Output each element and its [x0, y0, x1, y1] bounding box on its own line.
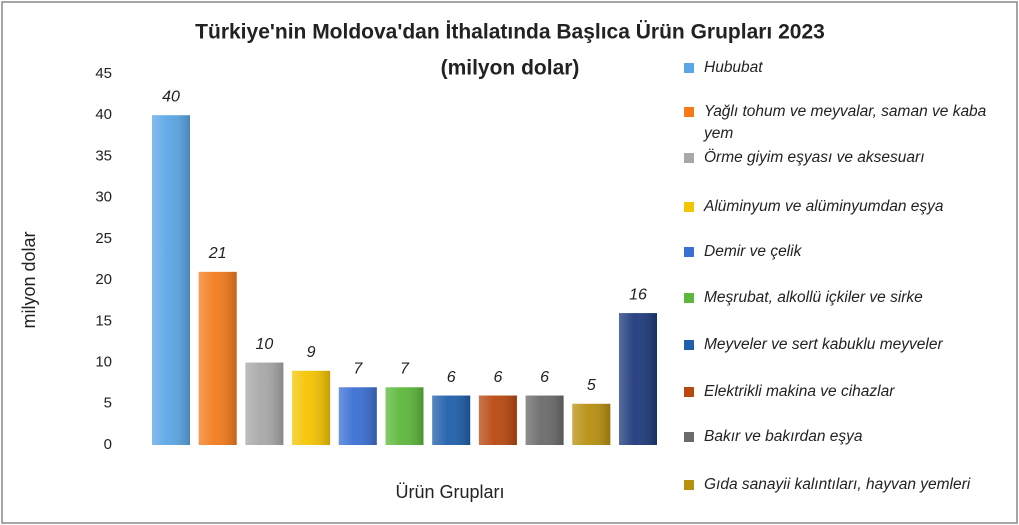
bar [198, 271, 237, 445]
y-tick-label: 35 [95, 147, 112, 164]
bar [572, 403, 611, 445]
value-label: 6 [447, 369, 456, 386]
value-label: 10 [256, 336, 274, 353]
bar [432, 395, 471, 445]
legend-swatch [684, 63, 694, 73]
legend-swatch [684, 340, 694, 350]
x-axis-label: Ürün Grupları [395, 482, 504, 502]
value-label: 7 [400, 361, 410, 378]
legend-label: Bakır ve bakırdan eşya [704, 428, 863, 445]
bar [385, 387, 424, 445]
y-tick-label: 0 [104, 436, 112, 453]
y-tick-label: 40 [95, 106, 112, 123]
bar [338, 387, 377, 445]
chart-title: Türkiye'nin Moldova'dan İthalatında Başl… [195, 21, 825, 44]
bar [152, 115, 190, 445]
value-label: 6 [540, 369, 549, 386]
value-label: 9 [307, 344, 316, 361]
y-tick-label: 20 [95, 271, 112, 288]
y-tick-label: 5 [104, 395, 112, 412]
legend-swatch [684, 387, 694, 397]
bar [292, 370, 331, 445]
legend-swatch [684, 107, 694, 117]
legend-swatch [684, 432, 694, 442]
legend-label: Meyveler ve sert kabuklu meyveler [704, 336, 943, 353]
value-label: 7 [353, 361, 363, 378]
y-tick-label: 15 [95, 312, 112, 329]
y-tick-label: 30 [95, 189, 112, 206]
legend-label: Meşrubat, alkollü içkiler ve sirke [704, 289, 923, 306]
bar [245, 362, 284, 445]
legend-swatch [684, 202, 694, 212]
y-tick-label: 10 [95, 354, 112, 371]
legend-label: Demir ve çelik [704, 243, 802, 260]
legend-swatch [684, 293, 694, 303]
legend: Hububat Yağlı tohum ve meyvalar, saman ve… [684, 0, 1019, 525]
bar [525, 395, 564, 445]
value-label: 21 [208, 245, 227, 262]
legend-swatch [684, 247, 694, 257]
y-axis-label: milyon dolar [19, 231, 39, 328]
y-tick-label: 25 [95, 230, 112, 247]
legend-swatch [684, 153, 694, 163]
legend-label: Alüminyum ve alüminyumdan eşya [704, 198, 944, 215]
legend-label: Hububat [704, 59, 763, 76]
chart-subtitle: (milyon dolar) [441, 57, 580, 80]
legend-label: Yağlı tohum ve meyvalar, saman ve kaba y… [704, 103, 987, 142]
value-label: 5 [587, 377, 596, 394]
bar [478, 395, 517, 445]
value-label: 16 [629, 286, 647, 303]
value-label: 6 [493, 369, 502, 386]
legend-swatch [684, 480, 694, 490]
y-tick-label: 45 [95, 65, 112, 82]
legend-label: Elektrikli makina ve cihazlar [704, 383, 895, 400]
legend-label: Gıda sanayii kalıntıları, hayvan yemleri [704, 476, 971, 493]
bar [619, 313, 657, 445]
value-label: 40 [162, 88, 180, 105]
legend-label: Örme giyim eşyası ve aksesuarı [704, 149, 925, 166]
